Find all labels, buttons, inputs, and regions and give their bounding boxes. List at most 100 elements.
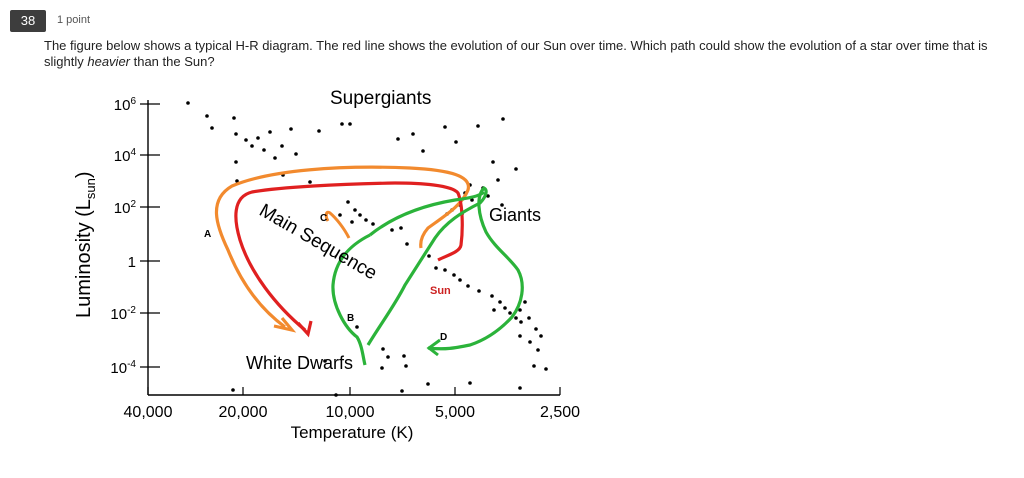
star-dot xyxy=(492,308,496,312)
star-dot xyxy=(496,178,500,182)
star-dot xyxy=(503,306,507,310)
star-dot xyxy=(527,316,531,320)
star-dot xyxy=(353,208,357,212)
star-dot xyxy=(256,136,260,140)
star-dot xyxy=(364,218,368,222)
star-dot xyxy=(514,167,518,171)
star-dot xyxy=(381,347,385,351)
star-dot xyxy=(518,334,522,338)
red-arrowhead xyxy=(296,320,313,338)
star-dot xyxy=(244,138,248,142)
x-tick-label: 20,000 xyxy=(219,404,268,421)
star-dot xyxy=(426,382,430,386)
x-tick-label: 10,000 xyxy=(326,404,375,421)
orange-arrowhead xyxy=(273,316,297,333)
star-dot xyxy=(528,340,532,344)
y-tick-label: 106 xyxy=(114,96,137,114)
y-tick-label: 104 xyxy=(114,147,137,165)
star-dot xyxy=(294,152,298,156)
green-arrowhead xyxy=(426,338,441,357)
star-dot xyxy=(477,289,481,293)
star-dot xyxy=(231,388,235,392)
y-tick-label: 1 xyxy=(128,254,136,271)
star-dot xyxy=(544,367,548,371)
star-dot xyxy=(518,308,522,312)
star-dot xyxy=(308,180,312,184)
star-dot xyxy=(323,359,327,363)
x-tick-label: 5,000 xyxy=(435,404,475,421)
question-number: 38 xyxy=(10,10,46,32)
star-dot xyxy=(348,122,352,126)
star-dot xyxy=(386,355,390,359)
star-dot xyxy=(523,300,527,304)
y-tick-label: 10-4 xyxy=(110,359,136,377)
star-dot xyxy=(405,242,409,246)
star-dot xyxy=(273,156,277,160)
star-dot xyxy=(534,327,538,331)
star-dot xyxy=(518,386,522,390)
star-dot xyxy=(468,381,472,385)
star-dot xyxy=(490,294,494,298)
star-dot xyxy=(434,266,438,270)
star-dot xyxy=(466,284,470,288)
star-dot xyxy=(317,129,321,133)
y-tick-label: 102 xyxy=(114,199,137,217)
star-dot xyxy=(421,149,425,153)
star-dot xyxy=(532,364,536,368)
star-dot xyxy=(234,132,238,136)
star-dot xyxy=(340,122,344,126)
star-dot xyxy=(289,127,293,131)
star-dot xyxy=(371,222,375,226)
x-tick-label: 2,500 xyxy=(540,404,580,421)
white-dwarfs-label: White Dwarfs xyxy=(246,353,353,373)
star-dot xyxy=(539,334,543,338)
star-dot xyxy=(390,228,394,232)
prompt-text-before: The figure below shows a typical H-R dia… xyxy=(44,38,988,69)
orange-c-hook xyxy=(324,210,351,239)
star-dot xyxy=(234,160,238,164)
star-dot xyxy=(186,101,190,105)
star-dot xyxy=(486,194,490,198)
x-ticks: 40,000 20,000 10,000 5,000 2,500 xyxy=(124,387,580,421)
star-dot xyxy=(205,114,209,118)
star-dot xyxy=(443,125,447,129)
star-dot xyxy=(400,389,404,393)
supergiants-label: Supergiants xyxy=(330,88,431,109)
star-dot xyxy=(443,268,447,272)
star-dot xyxy=(268,130,272,134)
path-label-a: A xyxy=(204,229,211,240)
giants-label: Giants xyxy=(489,205,541,225)
star-dot xyxy=(280,144,284,148)
star-dots xyxy=(186,101,548,397)
y-ticks: 106 104 102 1 10-2 10-4 xyxy=(110,96,160,377)
star-dot xyxy=(458,278,462,282)
red-sun-evolution-path xyxy=(234,181,464,332)
star-dot xyxy=(498,300,502,304)
star-dot xyxy=(402,354,406,358)
star-dot xyxy=(476,124,480,128)
path-label-d: D xyxy=(440,332,447,343)
star-dot xyxy=(470,198,474,202)
star-dot xyxy=(452,273,456,277)
main-sequence-label: Main Sequence xyxy=(256,200,381,284)
star-dot xyxy=(508,311,512,315)
star-dot xyxy=(536,348,540,352)
star-dot xyxy=(334,393,338,397)
x-axis-label: Temperature (K) xyxy=(291,423,414,442)
question-points: 1 point xyxy=(57,14,91,26)
path-label-b: B xyxy=(347,313,354,324)
prompt-text-after: than the Sun? xyxy=(130,54,215,69)
star-dot xyxy=(350,220,354,224)
star-dot xyxy=(454,140,458,144)
star-dot xyxy=(262,148,266,152)
sun-label: Sun xyxy=(430,285,451,297)
question-prompt: The figure below shows a typical H-R dia… xyxy=(44,38,1014,70)
star-dot xyxy=(399,226,403,230)
star-dot xyxy=(404,364,408,368)
path-label-c: C xyxy=(320,213,327,224)
x-tick-label: 40,000 xyxy=(124,404,173,421)
star-dot xyxy=(411,132,415,136)
star-dot xyxy=(250,144,254,148)
star-dot xyxy=(500,203,504,207)
